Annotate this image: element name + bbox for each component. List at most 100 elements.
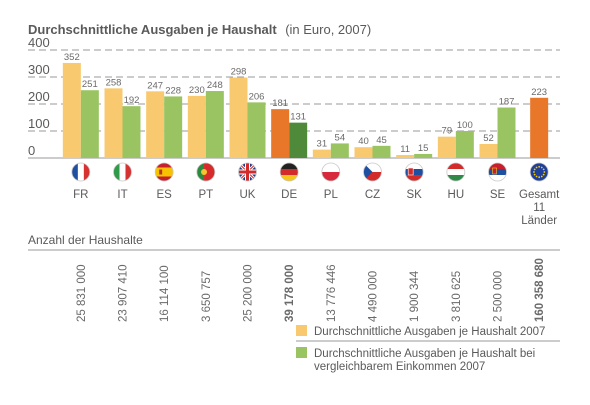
- x-tick-label: UK: [240, 189, 256, 201]
- value-label-comparable: 248: [207, 80, 223, 91]
- france-flag-icon: [71, 162, 91, 182]
- bar-2007: [396, 155, 415, 158]
- value-label-2007: 31: [317, 139, 328, 150]
- x-tick-label: HU: [448, 189, 465, 201]
- household-count: 16 114 100: [159, 265, 171, 322]
- household-count: 39 178 000: [284, 264, 296, 322]
- value-label-comparable: 15: [418, 143, 429, 154]
- value-label-comparable: 187: [499, 97, 515, 108]
- bar-comparable: [122, 106, 141, 158]
- x-tick-labels-layer: FR IT ES PT UK DE PL CZ SK HU SE Gesamt 11 Länder: [73, 189, 560, 227]
- legend-label-comparable: Durchschnittliche Ausgaben je Haushalt b…: [314, 348, 535, 373]
- bar-2007: [229, 77, 248, 158]
- bar-2007: [437, 136, 456, 158]
- bar-2007: [479, 143, 498, 158]
- household-count: 4 490 000: [368, 271, 380, 322]
- bars-layer: [62, 62, 549, 158]
- flags-layer: [71, 162, 549, 182]
- italy-flag-icon: [113, 162, 132, 182]
- chart-title-sub: (in Euro, 2007): [285, 22, 371, 37]
- value-label-2007: 247: [147, 80, 163, 91]
- bar-2007: [312, 149, 331, 158]
- legend-label-2007: Durchschnittliche Ausgaben je Haushalt 2…: [314, 326, 545, 338]
- x-tick-label: Gesamt 11 Länder: [519, 189, 560, 227]
- legend: Durchschnittliche Ausgaben je Haushalt 2…: [296, 325, 560, 373]
- household-count: 3 650 757: [201, 271, 213, 322]
- x-tick-label: IT: [117, 189, 127, 201]
- value-label-comparable: 192: [124, 95, 140, 106]
- portugal-flag-icon: [196, 162, 216, 182]
- y-tick-label: 100: [28, 116, 50, 131]
- legend-swatch-comparable: [296, 347, 307, 358]
- value-label-2007: 230: [189, 85, 205, 96]
- household-count: 25 831 000: [76, 264, 88, 322]
- uk-flag-icon: [238, 162, 257, 182]
- x-tick-label: PL: [324, 189, 339, 201]
- x-tick-label: PT: [198, 189, 213, 201]
- households-layer: 25 831 000 23 907 410 16 114 100 3 650 757 2…: [76, 258, 546, 322]
- value-label-comparable: 228: [165, 85, 181, 96]
- bar-comparable: [80, 90, 99, 158]
- value-label-2007: 40: [358, 136, 369, 147]
- chart-title: Durchschnittliche Ausgaben je Haushalt (…: [28, 21, 371, 38]
- bar-comparable: [330, 143, 349, 158]
- bar-comparable: [205, 91, 224, 158]
- bar-2007: [354, 147, 373, 158]
- households-heading: Anzahl der Haushalte: [28, 233, 143, 247]
- bar-comparable: [497, 107, 516, 158]
- bar-comparable: [247, 102, 266, 158]
- value-label-2007: 11: [400, 144, 410, 155]
- value-label-comparable: 45: [376, 135, 387, 146]
- bar-2007: [104, 88, 123, 158]
- y-tick-label: 300: [28, 62, 50, 77]
- household-count: 160 358 680: [534, 258, 546, 322]
- bar-comparable: [414, 153, 433, 158]
- value-label-comparable: 54: [335, 132, 346, 143]
- value-label-2007: 181: [272, 98, 288, 109]
- x-tick-label: SE: [490, 189, 506, 201]
- household-count: 3 810 625: [451, 271, 463, 322]
- bar-2007: [146, 91, 165, 158]
- serbia-flag-icon: [488, 162, 507, 182]
- x-tick-label: DE: [281, 189, 297, 201]
- x-tick-label: SK: [406, 189, 422, 201]
- household-count: 23 907 410: [118, 264, 130, 322]
- chart-title-main: Durchschnittliche Ausgaben je Haushalt: [28, 22, 277, 37]
- bar-comparable: [289, 122, 308, 158]
- bar-2007: [187, 95, 206, 158]
- germany-flag-icon: [279, 162, 299, 182]
- y-tick-label: 0: [28, 143, 35, 158]
- household-count: 1 900 344: [409, 270, 421, 322]
- eu-flag-icon: [529, 162, 549, 182]
- household-count: 13 776 446: [326, 264, 338, 322]
- hungary-flag-icon: [446, 162, 466, 182]
- value-label-comparable: 131: [290, 112, 306, 123]
- bar-comparable: [164, 96, 183, 158]
- x-tick-label: FR: [73, 189, 88, 201]
- value-label-comparable: 251: [82, 79, 98, 90]
- value-label-2007: 298: [231, 67, 247, 78]
- legend-swatch-2007: [296, 325, 307, 336]
- x-tick-label: CZ: [365, 189, 380, 201]
- value-label-2007: 258: [106, 77, 122, 88]
- household-count: 2 500 000: [493, 271, 505, 322]
- x-tick-label: ES: [156, 189, 172, 201]
- household-count: 25 200 000: [243, 264, 255, 322]
- bar-comparable: [372, 145, 391, 158]
- bar-2007: [530, 97, 549, 158]
- slovakia-flag-icon: [404, 162, 424, 182]
- value-label-comparable: 100: [457, 120, 473, 131]
- poland-flag-icon: [321, 162, 341, 182]
- bar-comparable: [455, 131, 474, 158]
- value-label-2007: 52: [483, 133, 494, 144]
- y-tick-label: 200: [28, 89, 50, 104]
- value-label-2007: 79: [442, 126, 453, 137]
- value-label-comparable: 206: [249, 91, 265, 102]
- y-tick-label: 400: [28, 35, 50, 50]
- value-label-2007: 352: [64, 52, 80, 63]
- czech-flag-icon: [363, 162, 382, 182]
- bar-2007: [271, 109, 290, 158]
